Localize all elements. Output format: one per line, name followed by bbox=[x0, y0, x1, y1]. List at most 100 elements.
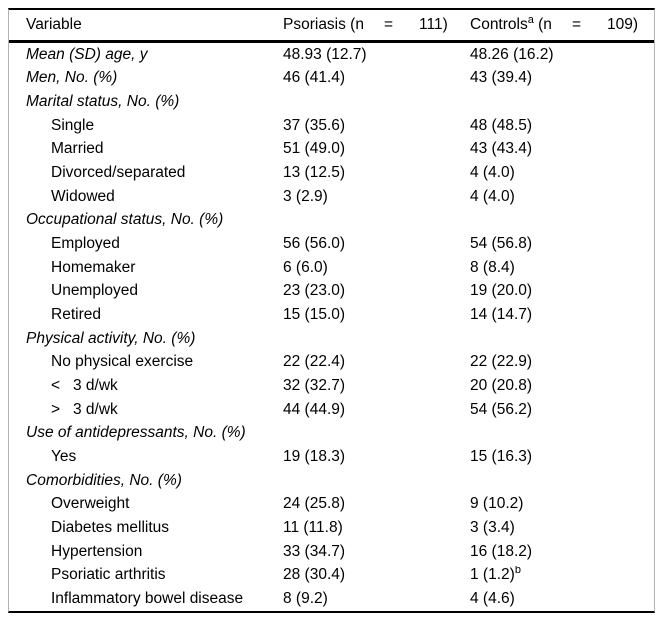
table-row: Homemaker 6 (6.0) 8 (8.4) bbox=[9, 256, 654, 280]
psoriasis-cell: 56 (56.0) bbox=[283, 235, 470, 253]
header-controls-equals: = bbox=[571, 16, 581, 33]
controls-value: 9 (10.2) bbox=[470, 495, 524, 513]
header-controls-label: Controlsa (n bbox=[470, 16, 552, 34]
psoriasis-cell: 23 (23.0) bbox=[283, 282, 470, 300]
controls-value: 48 (48.5) bbox=[470, 116, 533, 134]
controls-cell: 20 (20.8) bbox=[470, 377, 654, 395]
controls-value: 20 (20.8) bbox=[470, 377, 533, 395]
controls-cell: 14 (14.7) bbox=[470, 306, 654, 324]
row-label: Overweight bbox=[51, 495, 130, 513]
controls-value: 1 (1.2)b bbox=[470, 566, 521, 583]
variable-cell: Hypertension bbox=[9, 543, 283, 561]
row-label: Physical activity, No. (%) bbox=[26, 329, 196, 347]
psoriasis-value: 19 (18.3) bbox=[283, 447, 346, 465]
table-row: Yes 19 (18.3) 15 (16.3) bbox=[9, 445, 654, 469]
psoriasis-cell: 24 (25.8) bbox=[283, 495, 470, 513]
psoriasis-cell: 33 (34.7) bbox=[283, 543, 470, 561]
psoriasis-value: 51 (49.0) bbox=[283, 140, 346, 158]
footnote-marker-b: b bbox=[514, 566, 521, 577]
table-header-row: Variable Psoriasis (n = 111) Controlsa (… bbox=[9, 10, 654, 43]
controls-value: 22 (22.9) bbox=[470, 353, 533, 371]
controls-value: 19 (20.0) bbox=[470, 282, 533, 300]
controls-value: 16 (18.2) bbox=[470, 542, 533, 560]
psoriasis-value: 11 (11.8) bbox=[283, 518, 343, 536]
psoriasis-cell: 44 (44.9) bbox=[283, 401, 470, 419]
controls-cell: 3 (3.4) bbox=[470, 519, 654, 537]
psoriasis-value: 13 (12.5) bbox=[283, 164, 346, 182]
variable-cell: > 3 d/wk bbox=[9, 401, 283, 419]
table-row: Comorbidities, No. (%) bbox=[9, 469, 654, 493]
table-row: Single 37 (35.6) 48 (48.5) bbox=[9, 114, 654, 138]
psoriasis-cell: 28 (30.4) bbox=[283, 566, 470, 584]
psoriasis-value: 28 (30.4) bbox=[283, 566, 346, 584]
table-row: Mean (SD) age, y 48.93 (12.7) 48.26 (16.… bbox=[9, 43, 654, 67]
variable-cell: Mean (SD) age, y bbox=[9, 46, 283, 64]
controls-cell: 19 (20.0) bbox=[470, 282, 654, 300]
variable-cell: Yes bbox=[9, 448, 283, 466]
row-label: Unemployed bbox=[51, 282, 139, 300]
table-row: Employed 56 (56.0) 54 (56.8) bbox=[9, 232, 654, 256]
psoriasis-cell: 15 (15.0) bbox=[283, 306, 470, 324]
controls-cell: 43 (39.4) bbox=[470, 69, 654, 87]
controls-value: 48.26 (16.2) bbox=[470, 45, 554, 63]
psoriasis-value: 15 (15.0) bbox=[283, 306, 346, 324]
variable-cell: Widowed bbox=[9, 188, 283, 206]
row-label: Mean (SD) age, y bbox=[26, 45, 148, 63]
psoriasis-value: 46 (41.4) bbox=[283, 69, 346, 87]
table-row: Use of antidepressants, No. (%) bbox=[9, 422, 654, 446]
controls-cell: 22 (22.9) bbox=[470, 353, 654, 371]
psoriasis-cell: 13 (12.5) bbox=[283, 164, 470, 182]
variable-cell: Unemployed bbox=[9, 282, 283, 300]
controls-value: 14 (14.7) bbox=[470, 306, 533, 324]
header-controls-count: 109) bbox=[607, 16, 639, 33]
table-row: No physical exercise 22 (22.4) 22 (22.9) bbox=[9, 351, 654, 375]
demographics-table: Variable Psoriasis (n = 111) Controlsa (… bbox=[8, 8, 655, 613]
controls-value: 4 (4.6) bbox=[470, 589, 515, 607]
table-row: Widowed 3 (2.9) 4 (4.0) bbox=[9, 185, 654, 209]
variable-cell: Use of antidepressants, No. (%) bbox=[9, 424, 283, 442]
psoriasis-value: 6 (6.0) bbox=[283, 258, 328, 276]
table-row: < 3 d/wk 32 (32.7) 20 (20.8) bbox=[9, 374, 654, 398]
psoriasis-value: 56 (56.0) bbox=[283, 235, 346, 253]
table-row: Retired 15 (15.0) 14 (14.7) bbox=[9, 303, 654, 327]
psoriasis-cell: 37 (35.6) bbox=[283, 117, 470, 135]
variable-cell: Physical activity, No. (%) bbox=[9, 330, 283, 348]
variable-cell: Married bbox=[9, 140, 283, 158]
row-label: Retired bbox=[51, 306, 101, 324]
psoriasis-cell: 8 (9.2) bbox=[283, 590, 470, 608]
variable-cell: Occupational status, No. (%) bbox=[9, 211, 283, 229]
psoriasis-cell: 3 (2.9) bbox=[283, 188, 470, 206]
psoriasis-cell: 11 (11.8) bbox=[283, 519, 470, 537]
table-row: Unemployed 23 (23.0) 19 (20.0) bbox=[9, 280, 654, 304]
row-label: No physical exercise bbox=[51, 353, 194, 371]
footnote-marker-a: a bbox=[527, 16, 534, 26]
row-label: Hypertension bbox=[51, 542, 143, 560]
row-label: Widowed bbox=[51, 187, 115, 205]
psoriasis-cell: 22 (22.4) bbox=[283, 353, 470, 371]
variable-cell: Overweight bbox=[9, 495, 283, 513]
row-label: Marital status, No. (%) bbox=[26, 93, 180, 111]
psoriasis-value: 8 (9.2) bbox=[283, 589, 328, 607]
table-row: Hypertension 33 (34.7) 16 (18.2) bbox=[9, 540, 654, 564]
header-variable-label: Variable bbox=[26, 16, 82, 33]
row-label: Men, No. (%) bbox=[26, 69, 118, 87]
row-label: Inflammatory bowel disease bbox=[51, 589, 244, 607]
header-psoriasis-label: Psoriasis (n bbox=[283, 16, 364, 33]
header-psoriasis: Psoriasis (n = 111) bbox=[283, 16, 470, 34]
controls-value: 54 (56.2) bbox=[470, 400, 533, 418]
table-row: Married 51 (49.0) 43 (43.4) bbox=[9, 138, 654, 162]
header-variable: Variable bbox=[9, 16, 283, 34]
variable-cell: Single bbox=[9, 117, 283, 135]
row-label: Employed bbox=[51, 235, 120, 253]
variable-cell: < 3 d/wk bbox=[9, 377, 283, 395]
row-label: < 3 d/wk bbox=[51, 377, 118, 395]
row-label: Yes bbox=[51, 447, 77, 465]
variable-cell: Homemaker bbox=[9, 259, 283, 277]
controls-cell: 1 (1.2)b bbox=[470, 566, 654, 584]
table-body: Mean (SD) age, y 48.93 (12.7) 48.26 (16.… bbox=[9, 43, 654, 611]
variable-cell: Men, No. (%) bbox=[9, 69, 283, 87]
psoriasis-value: 33 (34.7) bbox=[283, 542, 346, 560]
psoriasis-value: 22 (22.4) bbox=[283, 353, 346, 371]
controls-cell: 54 (56.2) bbox=[470, 401, 654, 419]
row-label: Use of antidepressants, No. (%) bbox=[26, 424, 246, 442]
